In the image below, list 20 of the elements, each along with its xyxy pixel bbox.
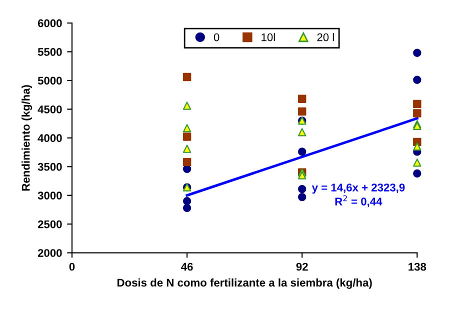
y-axis-title: Rendimiento (kg/ha): [22, 85, 32, 191]
y-tick-label: 3000: [38, 192, 62, 200]
x-tick-label: 92: [296, 262, 308, 271]
x-axis-title: Dosis de N como fertilizante a la siembra (kg/ha): [118, 278, 372, 289]
annotation: y = 14,6x + 2323,9: [312, 184, 405, 194]
y-tick-label: 6000: [38, 19, 62, 28]
legend-label: 20 l: [317, 33, 334, 42]
annotation: R$^{2}$ = 0,44: [335, 195, 382, 208]
legend-label: 0: [214, 33, 220, 42]
y-tick-label: 3500: [38, 162, 62, 171]
y-tick-label: 2000: [38, 249, 62, 257]
legend-label: 10l: [262, 33, 275, 42]
y-tick-label: 5000: [38, 76, 62, 85]
x-tick-label: 0: [69, 262, 75, 271]
x-tick-label: 138: [408, 262, 426, 271]
y-tick-label: 4500: [38, 105, 62, 114]
y-tick-label: 2500: [38, 220, 62, 228]
x-tick-label: 46: [181, 262, 193, 271]
y-tick-label: 4000: [38, 134, 62, 142]
y-tick-label: 5500: [38, 48, 62, 56]
